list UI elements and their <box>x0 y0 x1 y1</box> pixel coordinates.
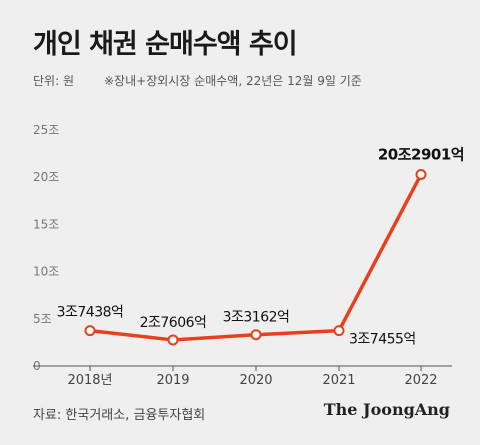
y-tick-label: 20조 <box>33 170 59 184</box>
unit-label: 단위: 원 <box>33 74 74 88</box>
x-tick-label: 2020 <box>239 373 272 388</box>
footnote: ※장내+장외시장 순매수액, 22년은 12월 9일 기준 <box>104 74 362 88</box>
data-point <box>250 329 262 341</box>
data-label: 3조7438억 <box>57 305 124 321</box>
data-point <box>415 168 427 180</box>
source-note: 자료: 한국거래소, 금융투자협회 <box>33 408 206 423</box>
x-tick-label: 2022 <box>404 373 437 388</box>
chart-title: 개인 채권 순매수액 추이 <box>33 29 298 60</box>
y-tick-label: 15조 <box>33 217 59 231</box>
data-label: 3조7455억 <box>349 332 416 348</box>
data-point <box>84 325 96 337</box>
x-tick-label: 2018년 <box>67 373 112 388</box>
y-tick-label: 10조 <box>33 265 59 279</box>
data-point <box>167 334 179 346</box>
x-tick-label: 2021 <box>322 373 355 388</box>
data-point <box>333 325 345 337</box>
data-label: 3조3162억 <box>223 310 290 326</box>
y-tick-label: 5조 <box>33 312 52 326</box>
data-label: 20조2901억 <box>378 145 464 163</box>
publisher-logo: The JoongAng <box>323 400 450 419</box>
y-tick-label: 25조 <box>33 123 59 137</box>
data-label: 2조7606억 <box>140 315 207 331</box>
x-tick-label: 2019 <box>156 373 189 388</box>
